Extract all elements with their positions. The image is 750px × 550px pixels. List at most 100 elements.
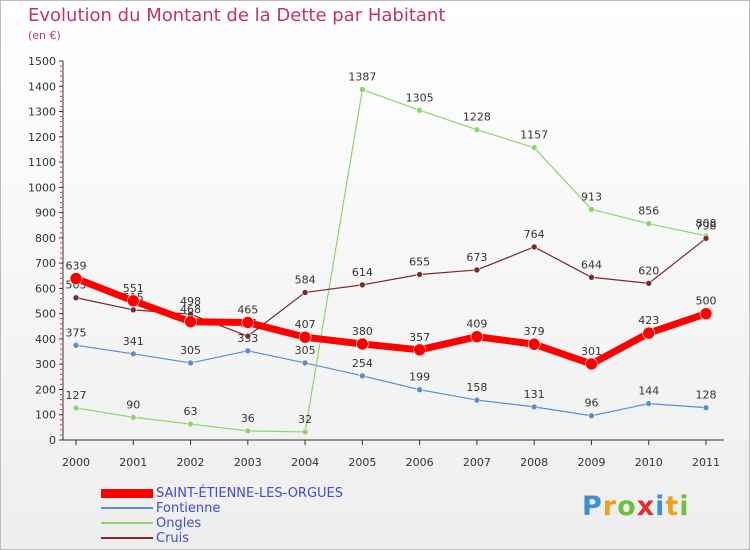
x-tick-label: 2002 (177, 456, 205, 469)
legend-swatch (101, 489, 153, 498)
x-tick-label: 2006 (406, 456, 434, 469)
data-point (298, 330, 312, 344)
data-label: 254 (352, 357, 373, 370)
y-tick-label: 900 (35, 207, 56, 220)
data-label: 764 (524, 228, 545, 241)
data-label: 409 (466, 318, 487, 331)
data-point (413, 343, 426, 357)
data-label: 305 (295, 344, 316, 357)
data-label: 655 (409, 256, 430, 269)
data-point (416, 386, 423, 394)
data-point (301, 359, 309, 367)
data-point (187, 420, 194, 428)
y-tick-label: 500 (35, 308, 56, 321)
data-label: 808 (696, 217, 717, 230)
data-label: 1157 (520, 129, 548, 142)
legend-label: Ongles (156, 516, 202, 531)
data-label: 798 (696, 219, 717, 232)
data-label: 301 (581, 345, 602, 358)
data-point (129, 350, 137, 358)
logo-letter: o (617, 491, 637, 522)
data-label: 500 (696, 295, 717, 308)
logo-letter: r (602, 491, 618, 522)
data-label: 584 (295, 273, 316, 286)
logo-letter: x (636, 491, 656, 522)
data-point (642, 326, 656, 340)
data-label: 673 (466, 251, 487, 264)
data-point (473, 126, 481, 134)
data-label: 199 (409, 371, 430, 384)
y-tick-label: 700 (35, 257, 56, 270)
y-tick-label: 800 (35, 232, 56, 245)
data-point (359, 86, 366, 93)
data-label: 158 (466, 381, 487, 394)
logo-letter: i (655, 491, 666, 522)
data-label: 90 (126, 398, 140, 411)
data-label: 357 (409, 331, 430, 344)
data-label: 32 (298, 413, 312, 426)
data-point (241, 316, 255, 329)
data-point (356, 337, 369, 351)
data-point (702, 235, 710, 242)
y-tick-label: 400 (35, 333, 56, 346)
logo-letter: P (582, 491, 603, 522)
chart-title: Evolution du Montant de la Dette par Hab… (28, 5, 446, 26)
data-label: 913 (581, 190, 602, 203)
data-point (359, 372, 366, 380)
data-label: 144 (638, 385, 659, 398)
data-point (588, 206, 595, 213)
data-label: 128 (696, 389, 717, 402)
data-label: 1305 (406, 91, 434, 104)
data-point (301, 289, 309, 296)
data-point (129, 413, 137, 421)
legend-label: Fontienne (156, 501, 221, 516)
data-point (72, 341, 80, 349)
data-label: 1228 (463, 111, 491, 124)
data-point (702, 404, 710, 411)
y-tick-label: 200 (35, 383, 56, 396)
series-line (74, 275, 708, 368)
data-point (585, 357, 598, 371)
x-tick-label: 2008 (520, 456, 548, 469)
data-label: 305 (180, 344, 201, 357)
y-tick-label: 600 (35, 282, 56, 295)
x-tick-label: 2007 (463, 456, 491, 469)
x-tick-label: 2011 (692, 456, 720, 469)
x-tick-label: 2001 (119, 456, 147, 469)
data-point (184, 315, 197, 329)
data-label: 614 (352, 266, 373, 279)
data-label: 468 (180, 303, 201, 316)
data-label: 36 (241, 412, 255, 425)
data-point (301, 428, 309, 436)
y-tick-label: 0 (49, 434, 56, 447)
data-point (530, 403, 538, 411)
data-label: 856 (638, 205, 659, 218)
data-point (416, 106, 423, 114)
data-label: 380 (352, 325, 373, 338)
data-label: 1387 (348, 71, 376, 84)
unit-label: (en €) (28, 29, 61, 42)
data-point (72, 294, 80, 302)
legend-label: Cruis (156, 531, 190, 546)
series-line (75, 237, 707, 337)
data-point (645, 280, 653, 287)
data-label: 423 (638, 314, 659, 327)
data-label: 63 (184, 405, 198, 418)
data-label: 644 (581, 258, 602, 271)
data-label: 407 (295, 318, 316, 331)
x-tick-label: 2000 (62, 456, 90, 469)
data-point (359, 281, 366, 289)
data-label: 498 (180, 295, 201, 308)
data-point (69, 272, 83, 285)
proxiti-logo: Proxiti (582, 491, 690, 522)
data-point (473, 266, 481, 274)
y-tick-label: 100 (35, 409, 56, 422)
data-point (72, 404, 80, 412)
data-point (588, 412, 595, 420)
data-point (244, 427, 252, 435)
data-label: 639 (66, 260, 87, 273)
data-label: 96 (584, 397, 598, 410)
data-point (645, 220, 653, 228)
